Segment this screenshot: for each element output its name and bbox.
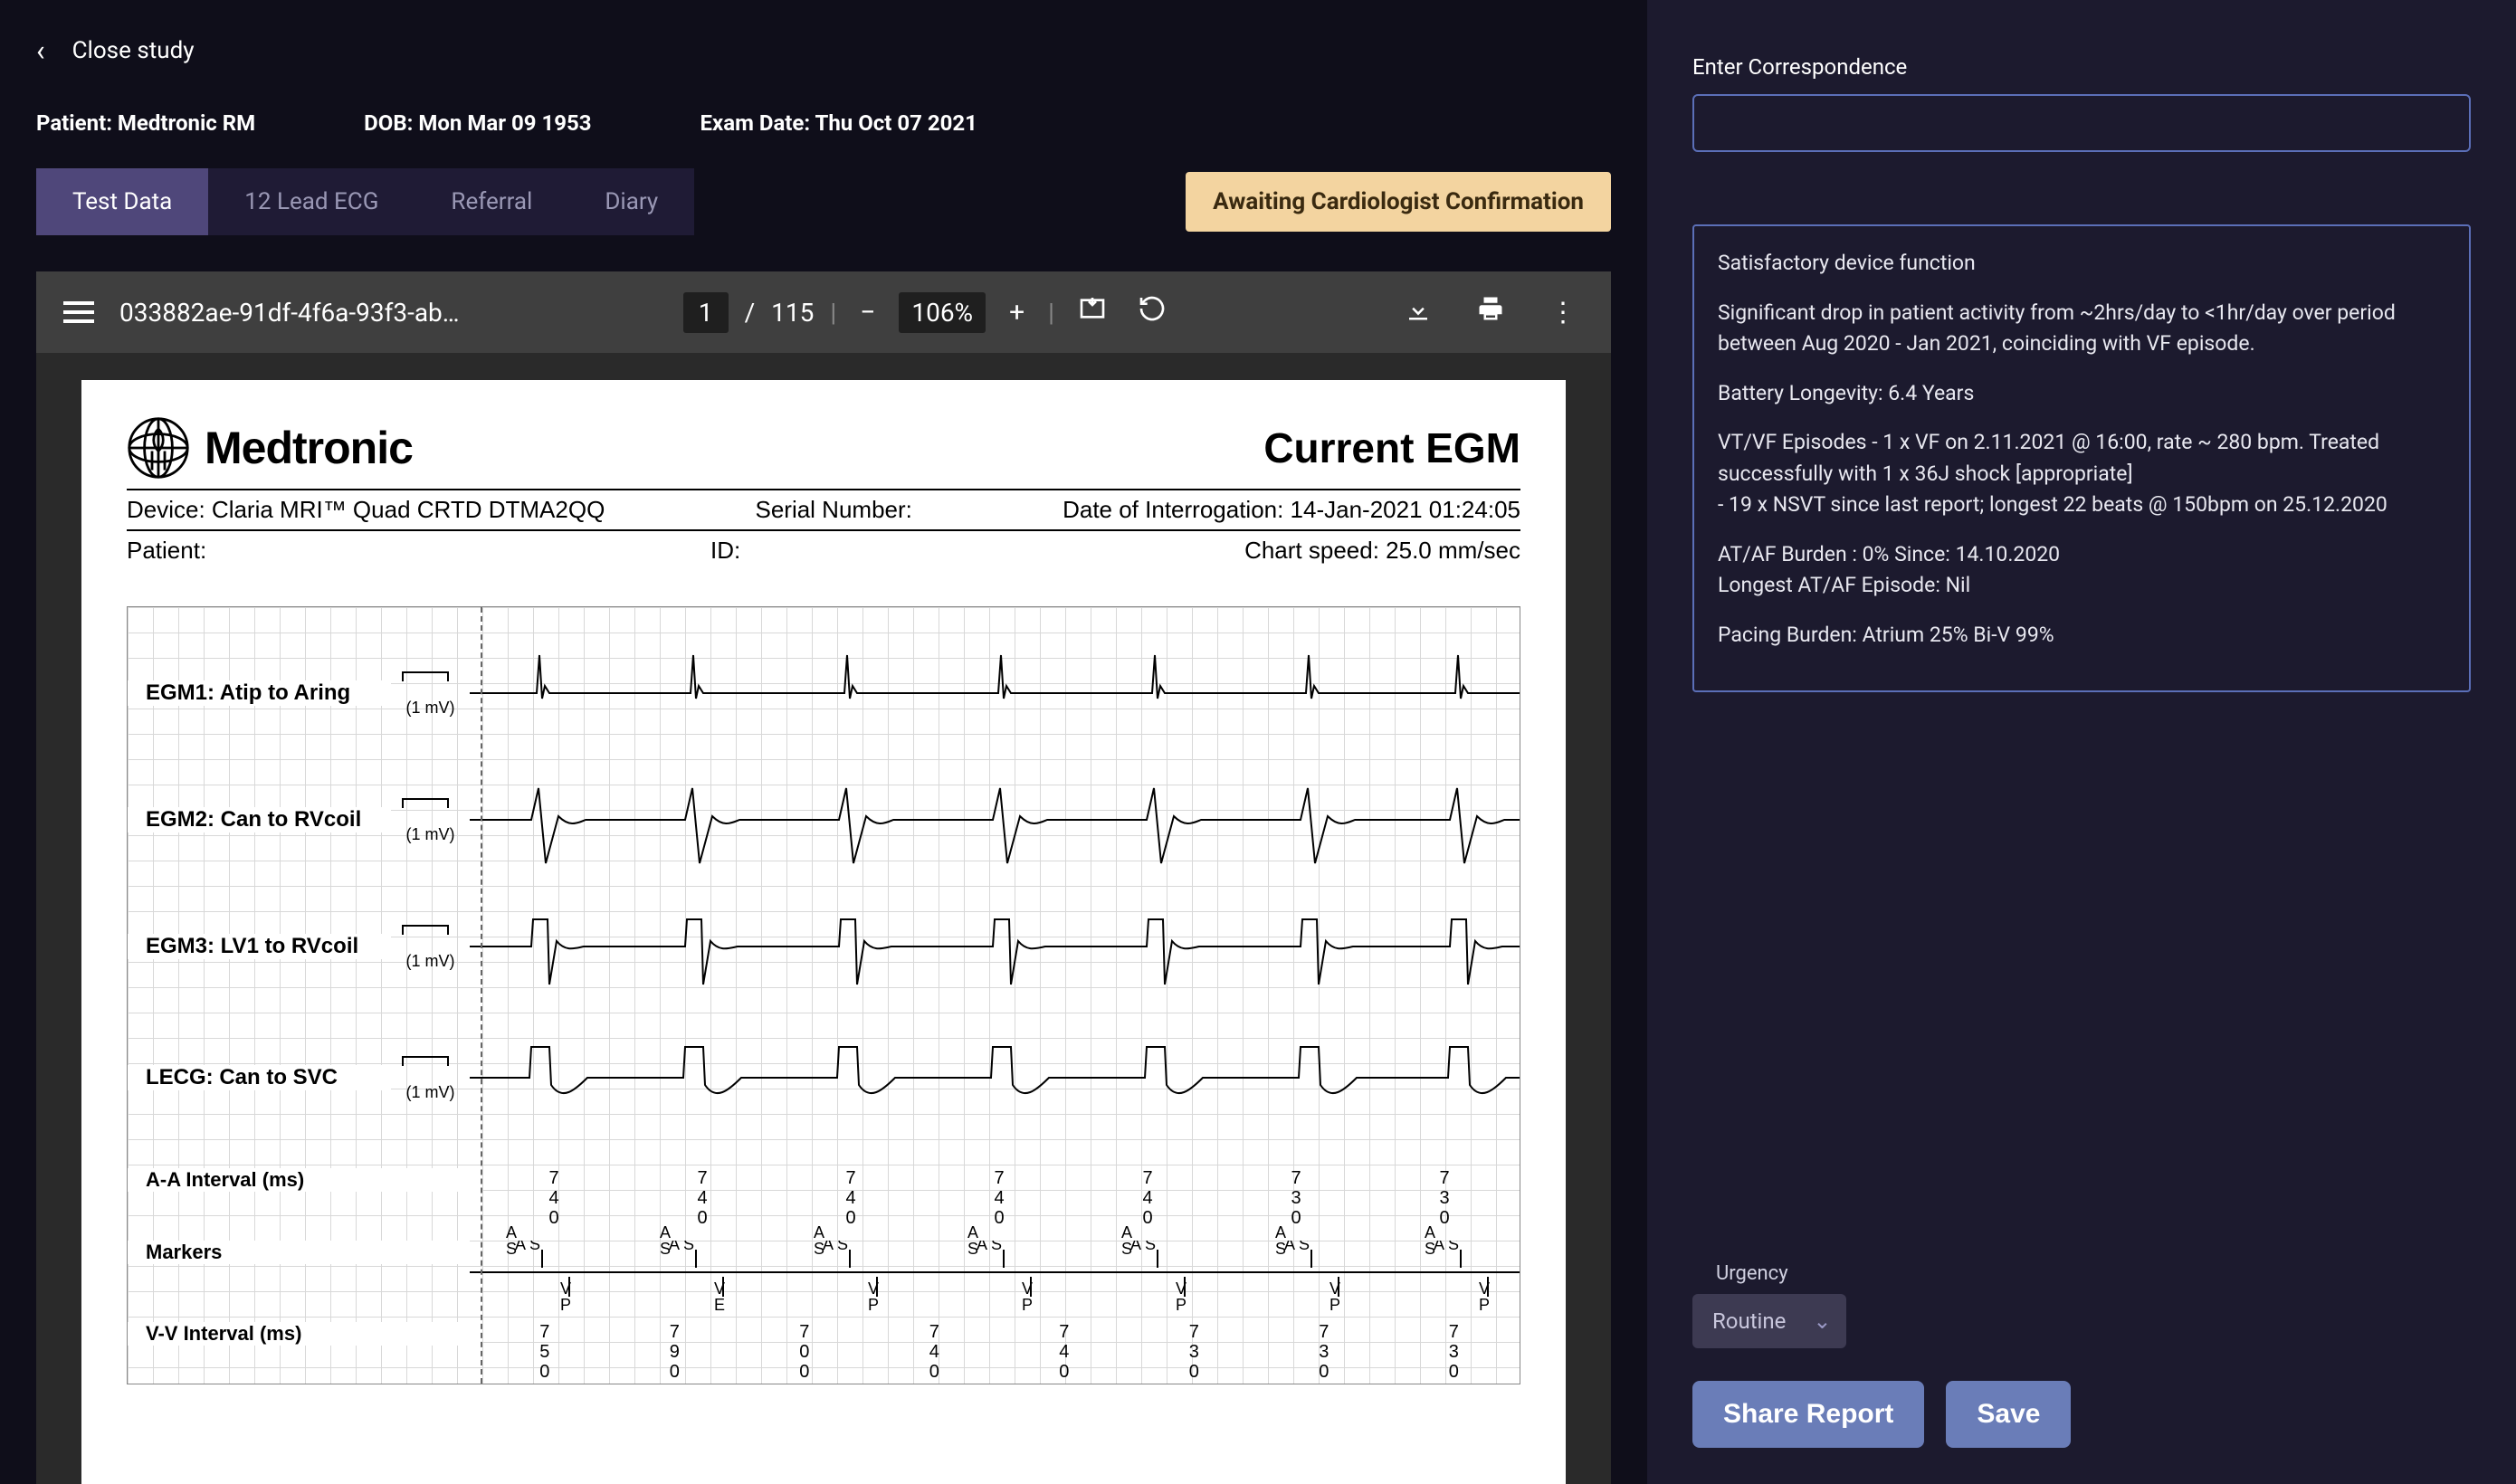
- notes-paragraph: Satisfactory device function: [1718, 248, 2445, 280]
- tabs-row: Test Data 12 Lead ECG Referral Diary Awa…: [36, 168, 1611, 235]
- egm-trace: [470, 901, 1520, 992]
- pdf-filename: 033882ae-91df-4f6a-93f3-ab…: [119, 298, 460, 328]
- share-report-button[interactable]: Share Report: [1692, 1381, 1924, 1448]
- interval-label: A-A Interval (ms): [128, 1168, 481, 1192]
- tab-referral[interactable]: Referral: [415, 168, 568, 235]
- report-meta-2: Patient: ID: Chart speed: 25.0 mm/sec: [127, 529, 1520, 570]
- egm-channel-row: EGM3: LV1 to RVcoil(1 mV): [128, 901, 1520, 992]
- download-icon[interactable]: [1397, 291, 1439, 333]
- interval-values: 740740740740740730730: [481, 1168, 1520, 1228]
- markers-row: MarkersA SA SA SA SA SA SA SASVPASVEASVP…: [128, 1241, 1520, 1313]
- pdf-page-wrap[interactable]: Medtronic Current EGM Device: Claria MRI…: [36, 353, 1611, 1484]
- egm-channel-row: EGM1: Atip to Aring(1 mV): [128, 648, 1520, 738]
- dob-field: DOB: Mon Mar 09 1953: [364, 110, 591, 136]
- study-left-pane: ‹ Close study Patient: Medtronic RM DOB:…: [0, 0, 1647, 1484]
- pdf-page-total: 115: [771, 298, 814, 328]
- correspondence-input[interactable]: [1692, 94, 2471, 152]
- brand-name: Medtronic: [205, 422, 413, 474]
- urgency-select[interactable]: Routine ⌄: [1692, 1294, 1846, 1348]
- report-title: Current EGM: [1263, 423, 1520, 472]
- fit-page-icon[interactable]: [1071, 290, 1114, 334]
- tab-test-data[interactable]: Test Data: [36, 168, 208, 235]
- svg-text:A S: A S: [515, 1241, 540, 1253]
- svg-text:A S: A S: [669, 1241, 694, 1253]
- toolbar-divider: |: [830, 298, 836, 328]
- trace-start-marker: [481, 607, 482, 1384]
- interval-row: A-A Interval (ms)740740740740740730730: [128, 1168, 1520, 1228]
- save-button[interactable]: Save: [1946, 1381, 2071, 1448]
- egm-channel-label: EGM1: Atip to Aring: [128, 680, 391, 706]
- pdf-viewer: 033882ae-91df-4f6a-93f3-ab… 1 / 115 | − …: [36, 271, 1611, 1484]
- egm-channel-row: EGM2: Can to RVcoil(1 mV): [128, 775, 1520, 865]
- tab-diary[interactable]: Diary: [568, 168, 694, 235]
- clinical-notes[interactable]: Satisfactory device function Significant …: [1692, 224, 2471, 692]
- markers-label: Markers: [128, 1241, 470, 1264]
- brand-logo-icon: [127, 416, 190, 480]
- chevron-left-icon: ‹: [36, 36, 45, 65]
- pdf-page-current[interactable]: 1: [683, 292, 729, 333]
- egm-scale: (1 mV): [391, 797, 470, 842]
- svg-text:A S: A S: [1434, 1241, 1459, 1253]
- egm-scale: (1 mV): [391, 671, 470, 716]
- egm-scale: (1 mV): [391, 924, 470, 969]
- egm-channel-label: EGM3: LV1 to RVcoil: [128, 934, 391, 959]
- toolbar-divider-2: |: [1048, 298, 1054, 328]
- close-study-label: Close study: [72, 37, 195, 64]
- print-icon[interactable]: [1470, 291, 1511, 333]
- egm-trace: [470, 1032, 1520, 1123]
- notes-paragraph: Significant drop in patient activity fro…: [1718, 298, 2445, 360]
- report-meta-1: Device: Claria MRI™ Quad CRTD DTMA2QQ Se…: [127, 489, 1520, 529]
- egm-chart: EGM1: Atip to Aring(1 mV)EGM2: Can to RV…: [127, 606, 1520, 1384]
- egm-channel-label: LECG: Can to SVC: [128, 1065, 391, 1090]
- egm-channel-label: EGM2: Can to RVcoil: [128, 807, 391, 832]
- zoom-out-icon[interactable]: −: [853, 293, 882, 332]
- pdf-page-sep: /: [745, 298, 756, 328]
- correspondence-pane: Enter Correspondence Satisfactory device…: [1647, 0, 2516, 1484]
- svg-text:A S: A S: [1284, 1241, 1310, 1253]
- brand: Medtronic: [127, 416, 413, 480]
- interval-label: V-V Interval (ms): [128, 1322, 481, 1346]
- svg-text:A S: A S: [977, 1241, 1002, 1253]
- pdf-zoom[interactable]: 106%: [899, 292, 986, 333]
- close-study-row[interactable]: ‹ Close study: [36, 36, 1611, 65]
- urgency-label: Urgency: [1716, 1262, 2471, 1285]
- hamburger-icon[interactable]: [63, 301, 94, 323]
- interval-values: 750790700740740730730730: [481, 1322, 1520, 1382]
- pdf-toolbar: 033882ae-91df-4f6a-93f3-ab… 1 / 115 | − …: [36, 271, 1611, 353]
- notes-paragraph: AT/AF Burden : 0% Since: 14.10.2020 Long…: [1718, 539, 2445, 602]
- interval-row: V-V Interval (ms)75079070074074073073073…: [128, 1322, 1520, 1382]
- urgency-value: Routine: [1712, 1308, 1786, 1334]
- pdf-page: Medtronic Current EGM Device: Claria MRI…: [81, 380, 1566, 1484]
- egm-channel-row: LECG: Can to SVC(1 mV): [128, 1032, 1520, 1123]
- correspondence-label: Enter Correspondence: [1692, 54, 2471, 80]
- markers-track: A SA SA SA SA SA SA SASVPASVEASVPASVPASV…: [470, 1241, 1520, 1313]
- tab-12-lead-ecg[interactable]: 12 Lead ECG: [208, 168, 415, 235]
- exam-date-field: Exam Date: Thu Oct 07 2021: [700, 110, 977, 136]
- patient-field: Patient: Medtronic RM: [36, 110, 255, 136]
- svg-text:A S: A S: [1130, 1241, 1156, 1253]
- egm-scale: (1 mV): [391, 1055, 470, 1100]
- chevron-down-icon: ⌄: [1813, 1308, 1831, 1334]
- egm-trace: [470, 648, 1520, 738]
- status-badge: Awaiting Cardiologist Confirmation: [1186, 172, 1611, 232]
- notes-paragraph: Pacing Burden: Atrium 25% Bi-V 99%: [1718, 620, 2445, 652]
- more-icon[interactable]: ⋮: [1542, 293, 1584, 332]
- rotate-icon[interactable]: [1130, 290, 1174, 334]
- svg-text:A S: A S: [823, 1241, 848, 1253]
- notes-paragraph: Battery Longevity: 6.4 Years: [1718, 378, 2445, 410]
- notes-paragraph: VT/VF Episodes - 1 x VF on 2.11.2021 @ 1…: [1718, 427, 2445, 521]
- egm-trace: [470, 775, 1520, 865]
- zoom-in-icon[interactable]: +: [1002, 293, 1032, 332]
- patient-info-row: Patient: Medtronic RM DOB: Mon Mar 09 19…: [36, 110, 1611, 136]
